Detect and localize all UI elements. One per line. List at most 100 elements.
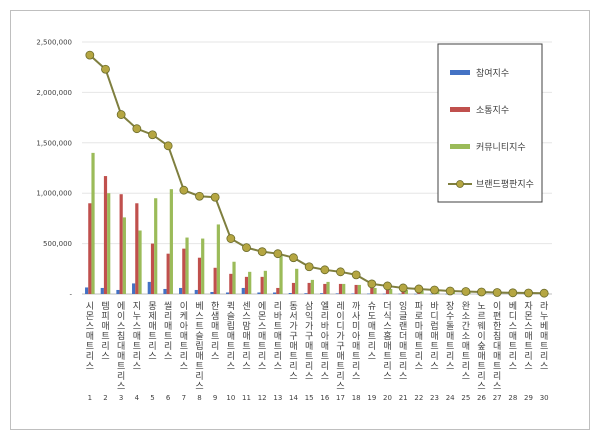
bar-참여지수 (367, 293, 371, 295)
line-point (383, 281, 392, 291)
brand-reputation-line (85, 50, 549, 298)
bar-커뮤니티지수 (373, 287, 377, 294)
line-point (477, 287, 486, 297)
line-point (132, 124, 142, 134)
bar-참여지수 (429, 293, 433, 295)
bar-참여지수 (100, 287, 104, 294)
line-point (116, 110, 126, 119)
category-index: 18 (352, 394, 361, 402)
line-point (320, 265, 330, 275)
bar-소통지수 (338, 283, 343, 294)
legend-swatch (450, 144, 470, 149)
bar-소통지수 (244, 276, 249, 294)
line-point (351, 270, 361, 280)
line-point (304, 262, 314, 272)
bar-소통지수 (354, 284, 358, 294)
bar-커뮤니티지수 (232, 261, 236, 294)
bar-커뮤니티지수 (216, 224, 220, 294)
y-tick-label: 2,000,000 (36, 89, 72, 97)
bar-커뮤니티지수 (185, 237, 189, 294)
category-index: 6 (166, 394, 171, 402)
line-point (524, 288, 533, 298)
category-index: 26 (477, 394, 486, 402)
category-index: 21 (399, 394, 408, 402)
bar-커뮤니티지수 (107, 193, 111, 294)
category-index: 16 (320, 394, 329, 402)
bar-커뮤니티지수 (248, 271, 252, 294)
legend-box (437, 43, 543, 203)
category-index: 9 (213, 394, 217, 402)
y-tick-label: - (69, 291, 72, 299)
category-index: 14 (289, 394, 298, 402)
y-tick-label: 2,500,000 (36, 39, 72, 47)
y-axis: - 500,000 1,000,000 1,500,000 2,000,000 2,500… (36, 39, 72, 299)
line-point (336, 267, 345, 277)
bar-참여지수 (241, 287, 245, 294)
bar-참여지수 (163, 288, 167, 294)
bar-참여지수 (179, 287, 183, 294)
category-index: 8 (197, 394, 201, 402)
category-index: 2 (103, 394, 107, 402)
legend-label: 브랜드평판지수 (476, 179, 534, 190)
bar-참여지수 (116, 289, 120, 294)
bar-커뮤니티지수 (357, 284, 361, 294)
bar-커뮤니티지수 (326, 281, 330, 294)
legend-label: 참여지수 (476, 67, 509, 79)
line-point (273, 249, 283, 259)
bar-소통지수 (103, 176, 108, 294)
bar-커뮤니티지수 (342, 283, 346, 294)
bar-소통지수 (229, 273, 233, 294)
bar-커뮤니티지수 (138, 230, 142, 294)
bar-소통지수 (182, 248, 186, 294)
bar-참여지수 (382, 293, 386, 295)
legend-swatch-marker (456, 180, 464, 188)
bar-소통지수 (119, 194, 123, 294)
bar-소통지수 (213, 267, 217, 294)
line-point (508, 288, 518, 298)
y-tick-label: 1,000,000 (36, 190, 72, 198)
grid-lines (82, 41, 552, 295)
category-index: 30 (540, 394, 549, 402)
category-index: 11 (242, 394, 251, 402)
bar-커뮤니티지수 (295, 268, 299, 294)
category-index: 27 (493, 394, 502, 402)
category-index: 23 (430, 394, 439, 402)
line-point (398, 283, 408, 293)
category-index: 17 (336, 394, 345, 402)
line-point (539, 288, 549, 298)
bar-소통지수 (135, 203, 139, 294)
bar-커뮤니티지수 (420, 290, 424, 294)
bar-참여지수 (398, 293, 402, 295)
category-index: 28 (508, 394, 517, 402)
bar-커뮤니티지수 (201, 238, 205, 294)
bar-소통지수 (385, 289, 390, 294)
legend-label: 소통지수 (476, 105, 509, 116)
category-index: 4 (135, 394, 140, 402)
line-point (445, 286, 455, 296)
bar-참여지수 (85, 287, 89, 294)
category-index: 22 (414, 394, 423, 402)
category-index: 29 (524, 394, 533, 402)
line-point (210, 192, 220, 202)
line-point (163, 141, 173, 151)
line-point (242, 243, 251, 253)
bar-커뮤니티지수 (263, 270, 267, 294)
